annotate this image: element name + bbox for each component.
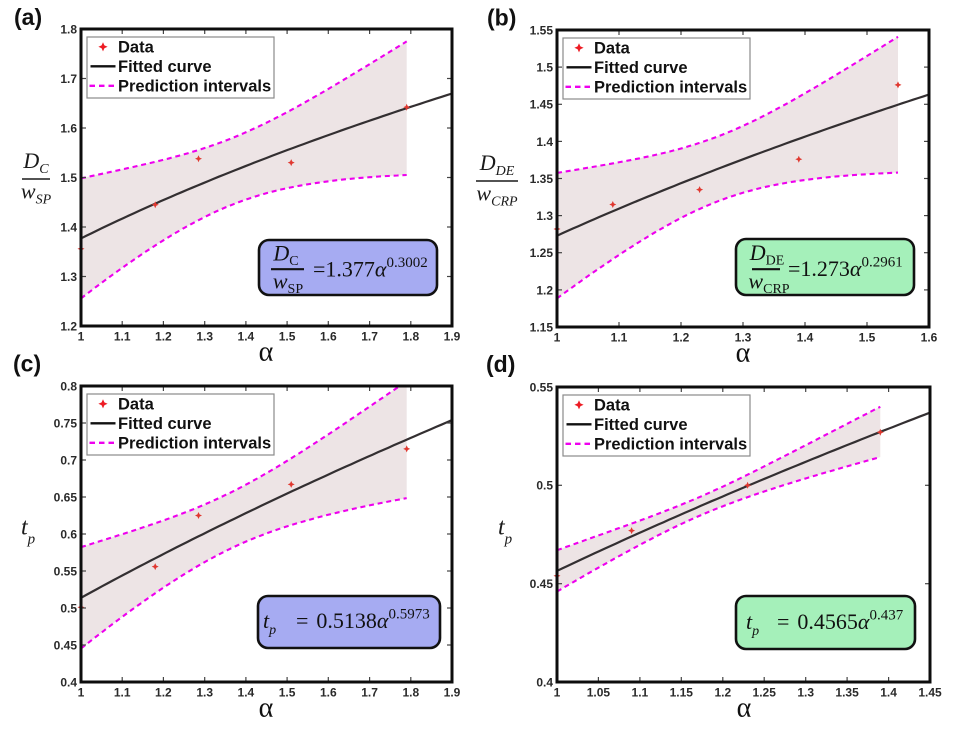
- svg-text:1.6: 1.6: [60, 121, 77, 135]
- svg-text:1.2: 1.2: [155, 686, 172, 700]
- svg-text:1.3: 1.3: [60, 270, 77, 284]
- svg-text:Prediction intervals: Prediction intervals: [594, 436, 747, 454]
- svg-text:0.65: 0.65: [54, 490, 78, 504]
- svg-text:0.4: 0.4: [536, 675, 553, 689]
- svg-text:Data: Data: [594, 397, 631, 415]
- svg-text:1.25: 1.25: [530, 246, 554, 260]
- svg-text:0.55: 0.55: [54, 564, 78, 578]
- svg-text:1.25: 1.25: [753, 686, 777, 700]
- svg-text:1.35: 1.35: [530, 172, 554, 186]
- svg-text:Data: Data: [118, 39, 155, 57]
- svg-text:1.5: 1.5: [859, 331, 876, 345]
- svg-text:0.45: 0.45: [54, 638, 78, 652]
- svg-text:1.2: 1.2: [60, 319, 77, 333]
- svg-text:Data: Data: [118, 396, 155, 414]
- svg-text:1: 1: [554, 331, 561, 345]
- svg-text:Fitted curve: Fitted curve: [594, 59, 688, 77]
- svg-text:1.05: 1.05: [587, 686, 611, 700]
- svg-text:Fitted curve: Fitted curve: [594, 416, 688, 434]
- svg-text:0.45: 0.45: [530, 577, 554, 591]
- svg-text:1.3: 1.3: [536, 209, 553, 223]
- svg-text:1.4: 1.4: [880, 686, 897, 700]
- svg-text:0.55: 0.55: [530, 380, 554, 394]
- svg-text:1.9: 1.9: [444, 686, 461, 700]
- svg-text:1.3: 1.3: [797, 686, 814, 700]
- svg-text:Fitted curve: Fitted curve: [118, 415, 212, 433]
- svg-text:1.15: 1.15: [530, 320, 554, 334]
- svg-text:1: 1: [78, 686, 85, 700]
- svg-text:1.8: 1.8: [60, 22, 77, 36]
- svg-text:0.6: 0.6: [60, 527, 77, 541]
- svg-text:0.7: 0.7: [60, 453, 77, 467]
- svg-text:1.4: 1.4: [536, 135, 553, 149]
- svg-text:1.5: 1.5: [279, 686, 296, 700]
- svg-text:1.4: 1.4: [238, 330, 255, 344]
- svg-text:1.1: 1.1: [611, 331, 628, 345]
- svg-text:1.8: 1.8: [402, 330, 419, 344]
- svg-text:1.2: 1.2: [155, 330, 172, 344]
- svg-text:Fitted curve: Fitted curve: [118, 58, 212, 76]
- svg-text:0.75: 0.75: [54, 416, 78, 430]
- svg-text:1.8: 1.8: [402, 686, 419, 700]
- svg-text:Prediction intervals: Prediction intervals: [118, 435, 271, 453]
- svg-text:1.4: 1.4: [60, 220, 77, 234]
- svg-text:(c): (c): [13, 350, 41, 376]
- svg-text:1.5: 1.5: [279, 330, 296, 344]
- svg-text:1.3: 1.3: [196, 686, 213, 700]
- svg-text:1.5: 1.5: [60, 171, 77, 185]
- svg-text:1.6: 1.6: [320, 686, 337, 700]
- svg-text:Prediction intervals: Prediction intervals: [594, 79, 747, 97]
- svg-text:1.7: 1.7: [60, 72, 77, 86]
- svg-text:=0.4565α0.437: = 0.4565α0.437: [777, 608, 904, 635]
- svg-text:1.4: 1.4: [797, 331, 814, 345]
- svg-text:0.5: 0.5: [60, 601, 77, 615]
- svg-text:α: α: [259, 337, 274, 368]
- svg-text:1.55: 1.55: [530, 23, 554, 37]
- svg-text:1.9: 1.9: [444, 330, 461, 344]
- svg-text:(a): (a): [14, 4, 42, 30]
- svg-text:1.7: 1.7: [361, 686, 378, 700]
- svg-text:=0.5138α0.5973: = 0.5138α0.5973: [296, 607, 430, 634]
- svg-text:1.2: 1.2: [673, 331, 690, 345]
- svg-text:0.5: 0.5: [536, 479, 553, 493]
- svg-text:1.7: 1.7: [361, 330, 378, 344]
- svg-text:1.6: 1.6: [921, 331, 938, 345]
- svg-text:0.4: 0.4: [60, 675, 77, 689]
- svg-text:α: α: [259, 693, 274, 724]
- svg-text:1.4: 1.4: [238, 686, 255, 700]
- svg-text:Data: Data: [594, 40, 631, 58]
- svg-text:1: 1: [78, 330, 85, 344]
- svg-text:1.1: 1.1: [114, 330, 131, 344]
- svg-text:1.35: 1.35: [835, 686, 859, 700]
- svg-text:(b): (b): [487, 4, 516, 30]
- svg-text:1.2: 1.2: [536, 283, 553, 297]
- svg-text:(d): (d): [486, 351, 515, 377]
- svg-text:1.1: 1.1: [114, 686, 131, 700]
- svg-text:1.45: 1.45: [918, 686, 942, 700]
- svg-text:1.3: 1.3: [196, 330, 213, 344]
- svg-text:1.15: 1.15: [670, 686, 694, 700]
- svg-text:1: 1: [554, 686, 561, 700]
- svg-text:1.3: 1.3: [735, 331, 752, 345]
- svg-text:1.6: 1.6: [320, 330, 337, 344]
- svg-text:Prediction intervals: Prediction intervals: [118, 78, 271, 96]
- svg-text:α: α: [736, 338, 751, 369]
- svg-text:1.5: 1.5: [536, 61, 553, 75]
- svg-text:0.8: 0.8: [60, 379, 77, 393]
- svg-text:α: α: [737, 693, 752, 724]
- svg-text:1.2: 1.2: [714, 686, 731, 700]
- svg-text:1.1: 1.1: [632, 686, 649, 700]
- svg-text:1.45: 1.45: [530, 98, 554, 112]
